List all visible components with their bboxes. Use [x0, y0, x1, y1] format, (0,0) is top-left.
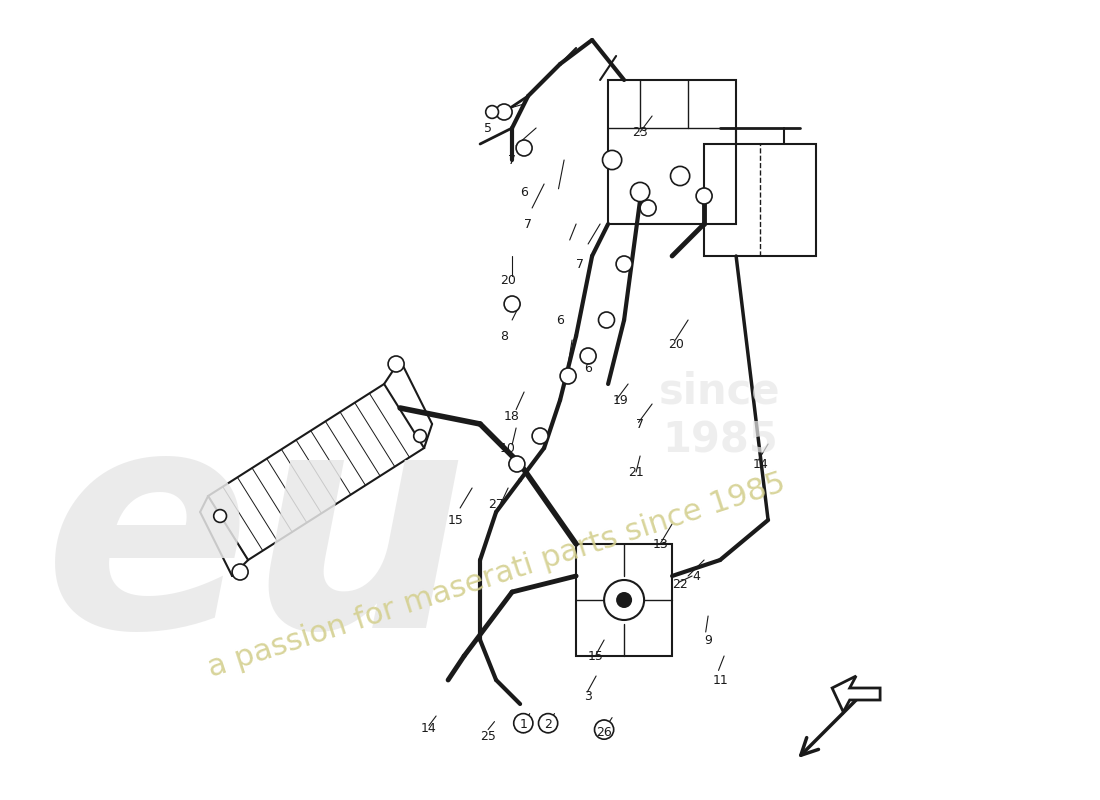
Text: 18: 18 [504, 410, 520, 422]
Circle shape [516, 140, 532, 156]
Text: 14: 14 [752, 458, 768, 470]
Text: eu: eu [44, 395, 469, 693]
Circle shape [598, 312, 615, 328]
Text: 21: 21 [628, 466, 643, 478]
Text: 5: 5 [484, 122, 492, 134]
Text: 6: 6 [557, 314, 564, 326]
Text: 2: 2 [544, 718, 552, 730]
Text: 8: 8 [500, 330, 508, 342]
Text: 15: 15 [448, 514, 464, 526]
Text: 20: 20 [500, 274, 516, 286]
Circle shape [640, 200, 656, 216]
Text: 7: 7 [524, 218, 532, 230]
Circle shape [486, 106, 498, 118]
Text: 19: 19 [613, 394, 628, 406]
Text: 27: 27 [488, 498, 504, 510]
Circle shape [580, 348, 596, 364]
Text: 4: 4 [692, 570, 700, 582]
Text: 15: 15 [588, 650, 604, 662]
Circle shape [388, 356, 404, 372]
Circle shape [232, 564, 249, 580]
Text: 7: 7 [636, 418, 645, 430]
Text: 1: 1 [520, 718, 528, 730]
Text: 13: 13 [652, 538, 668, 550]
Circle shape [532, 428, 548, 444]
Circle shape [616, 256, 632, 272]
Circle shape [504, 296, 520, 312]
Circle shape [514, 714, 532, 733]
Circle shape [616, 592, 632, 608]
Text: 3: 3 [584, 690, 592, 702]
Circle shape [671, 166, 690, 186]
Text: 25: 25 [481, 730, 496, 742]
Text: a passion for maserati parts since 1985: a passion for maserati parts since 1985 [204, 469, 789, 683]
Polygon shape [832, 676, 880, 712]
Text: 6: 6 [584, 362, 592, 374]
Circle shape [539, 714, 558, 733]
Circle shape [604, 580, 645, 620]
Circle shape [696, 188, 712, 204]
Text: 26: 26 [596, 726, 612, 738]
Text: 14: 14 [420, 722, 436, 734]
Text: 23: 23 [632, 126, 648, 138]
Text: 11: 11 [712, 674, 728, 686]
Circle shape [630, 182, 650, 202]
Circle shape [496, 104, 513, 120]
Circle shape [603, 150, 622, 170]
Circle shape [414, 430, 427, 442]
Text: 22: 22 [672, 578, 688, 590]
Text: 9: 9 [704, 634, 712, 646]
Text: 10: 10 [500, 442, 516, 454]
Text: 7: 7 [508, 154, 516, 166]
Circle shape [560, 368, 576, 384]
Circle shape [509, 456, 525, 472]
Text: 20: 20 [668, 338, 684, 350]
Circle shape [594, 720, 614, 739]
Text: since
1985: since 1985 [659, 370, 781, 462]
Text: 7: 7 [576, 258, 584, 270]
Text: 6: 6 [520, 186, 528, 198]
Circle shape [213, 510, 227, 522]
